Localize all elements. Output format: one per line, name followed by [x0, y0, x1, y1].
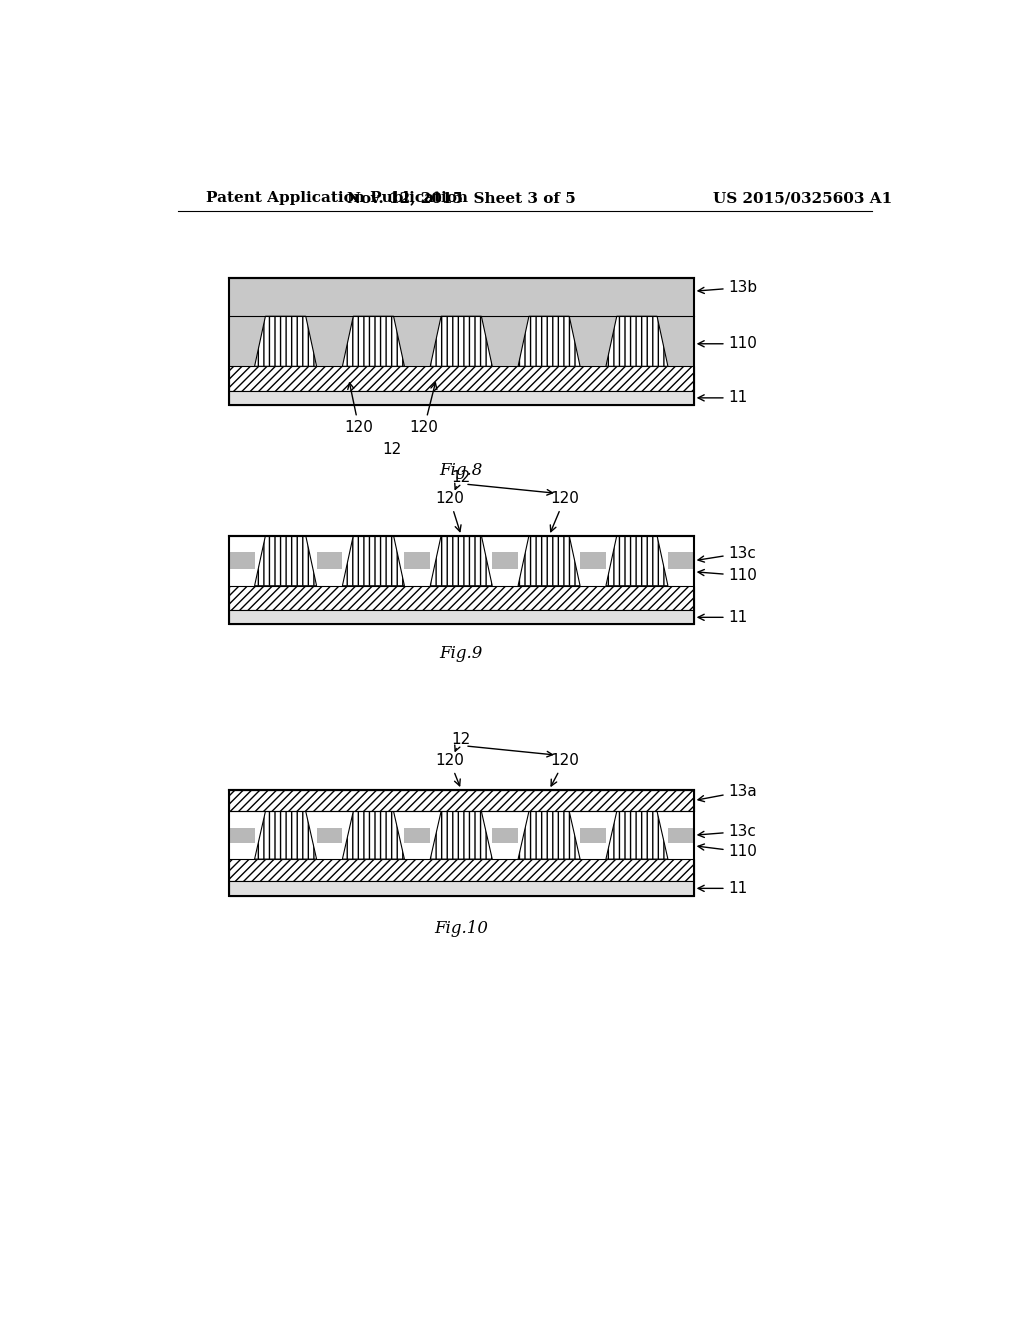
Polygon shape: [342, 317, 404, 367]
Text: 12: 12: [382, 442, 401, 457]
Bar: [228, 552, 255, 569]
Polygon shape: [518, 317, 580, 367]
Text: 120: 120: [344, 383, 374, 436]
Polygon shape: [606, 317, 668, 367]
Bar: [493, 552, 518, 569]
Text: US 2015/0325603 A1: US 2015/0325603 A1: [713, 191, 892, 206]
Bar: [228, 367, 693, 391]
Polygon shape: [430, 536, 493, 586]
Text: 13a: 13a: [698, 784, 758, 801]
Text: 120: 120: [435, 491, 464, 532]
Bar: [228, 789, 693, 896]
Bar: [228, 610, 693, 624]
Text: 110: 110: [698, 337, 758, 351]
Bar: [668, 552, 693, 569]
Bar: [668, 828, 693, 843]
Polygon shape: [255, 812, 316, 859]
Text: 13c: 13c: [698, 545, 757, 562]
Text: 120: 120: [435, 752, 464, 785]
Bar: [493, 828, 518, 843]
Polygon shape: [342, 812, 404, 859]
Bar: [228, 536, 693, 624]
Text: 110: 110: [698, 843, 758, 859]
Text: 13b: 13b: [698, 280, 758, 294]
Bar: [228, 277, 693, 366]
Bar: [228, 859, 693, 880]
Text: 120: 120: [550, 752, 579, 785]
Polygon shape: [255, 536, 316, 586]
Polygon shape: [430, 317, 493, 367]
Bar: [228, 391, 693, 405]
Polygon shape: [606, 536, 668, 586]
Bar: [404, 552, 430, 569]
Bar: [228, 828, 255, 843]
Polygon shape: [518, 812, 580, 859]
Text: 120: 120: [550, 491, 579, 532]
Text: Fig.10: Fig.10: [434, 920, 488, 937]
Text: 12: 12: [452, 470, 471, 486]
Polygon shape: [342, 536, 404, 586]
Polygon shape: [255, 317, 316, 367]
Text: 12: 12: [452, 733, 471, 747]
Bar: [404, 828, 430, 843]
Polygon shape: [430, 812, 493, 859]
Bar: [228, 789, 693, 812]
Text: 120: 120: [410, 383, 438, 436]
Bar: [316, 552, 342, 569]
Text: Fig.8: Fig.8: [439, 462, 483, 479]
Text: 13c: 13c: [698, 824, 757, 840]
Bar: [228, 880, 693, 896]
Polygon shape: [518, 536, 580, 586]
Bar: [228, 586, 693, 610]
Text: 11: 11: [698, 391, 748, 405]
Text: 11: 11: [698, 610, 748, 624]
Polygon shape: [606, 812, 668, 859]
Bar: [580, 828, 606, 843]
Text: Patent Application Publication: Patent Application Publication: [206, 191, 468, 206]
Bar: [580, 552, 606, 569]
Text: Fig.9: Fig.9: [439, 645, 483, 663]
Text: Nov. 12, 2015  Sheet 3 of 5: Nov. 12, 2015 Sheet 3 of 5: [347, 191, 575, 206]
Bar: [228, 277, 693, 405]
Text: 110: 110: [698, 568, 758, 583]
Text: 11: 11: [698, 880, 748, 896]
Bar: [316, 828, 342, 843]
